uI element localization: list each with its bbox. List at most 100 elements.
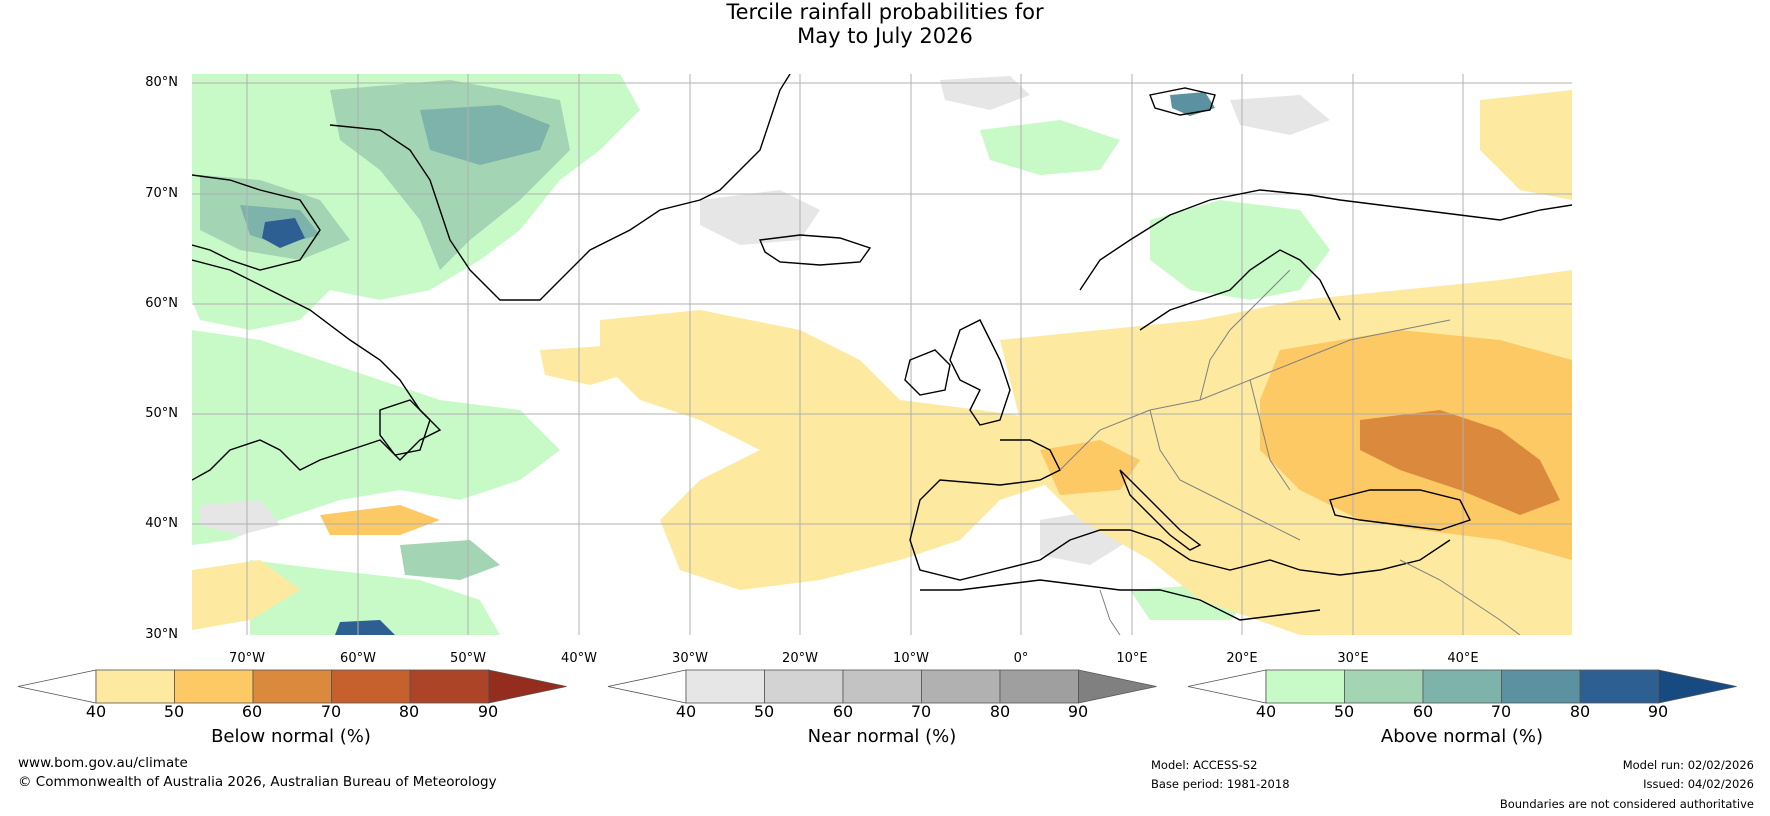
lon-label-40w: 40°W [561, 651, 597, 666]
lon-label-10w: 10°W [893, 651, 929, 666]
near-colorbar-segment-3 [842, 669, 922, 704]
near-tick-40: 40 [675, 702, 697, 721]
footer-issued: Issued: 04/02/2026 [1643, 777, 1754, 791]
near-colorbar-segment-1 [685, 669, 765, 704]
above-colorbar-segment-1 [1265, 669, 1345, 704]
near-colorbar-segment-4 [921, 669, 1001, 704]
lat-label-80n: 80°N [145, 75, 178, 90]
near-normal-region-6 [200, 500, 280, 535]
above-tick-90: 90 [1647, 702, 1669, 721]
lat-label-30n: 30°N [145, 627, 178, 642]
above-normal-level5-south [335, 620, 395, 635]
colorbars [17, 669, 1737, 704]
near-colorbar-max-extend [1078, 669, 1157, 704]
below-colorbar-segment-2 [174, 669, 254, 704]
below-normal-title: Below normal (%) [211, 726, 371, 747]
coastline-mediterranean [1039, 529, 1451, 576]
below-normal-region-atlantic [600, 310, 1100, 590]
above-tick-70: 70 [1490, 702, 1512, 721]
near-tick-50: 50 [753, 702, 775, 721]
lon-label-20w: 20°W [782, 651, 818, 666]
near-tick-60: 60 [832, 702, 854, 721]
border-line-5 [1399, 559, 1521, 635]
title-line-2: May to July 2026 [797, 24, 973, 48]
country-borders [1059, 269, 1521, 635]
coastline-scandinavia [1079, 189, 1572, 291]
above-colorbar-max-extend [1658, 669, 1737, 704]
below-normal-level3-east [1360, 410, 1560, 515]
below-tick-90: 90 [477, 702, 499, 721]
coastline-europe-west [909, 439, 1061, 581]
lon-label-70w: 70°W [229, 651, 265, 666]
below-tick-70: 70 [320, 702, 342, 721]
above-normal-level2-atlantic [400, 540, 500, 580]
coastline-labrador [192, 259, 442, 481]
footer-model-run: Model run: 02/02/2026 [1622, 758, 1754, 772]
lat-label-40n: 40°N [145, 516, 178, 531]
border-line-3 [1199, 269, 1291, 401]
near-tick-90: 90 [1067, 702, 1089, 721]
above-tick-80: 80 [1569, 702, 1591, 721]
near-normal-region-2 [940, 76, 1030, 110]
lat-label-70n: 70°N [145, 186, 178, 201]
below-colorbar-min-extend [17, 669, 97, 704]
above-tick-60: 60 [1412, 702, 1434, 721]
below-colorbar-max-extend [488, 669, 567, 704]
border-line-2 [1149, 409, 1301, 541]
above-tick-50: 50 [1333, 702, 1355, 721]
lon-label-30e: 30°E [1337, 651, 1369, 666]
near-colorbar-segment-2 [764, 669, 844, 704]
footer-disclaimer: Boundaries are not considered authoritat… [1499, 797, 1754, 811]
coastlines [192, 74, 1572, 621]
title-line-1: Tercile rainfall probabilities for [726, 0, 1044, 24]
footer-website: www.bom.gov.au/climate [18, 755, 188, 771]
lon-label-40e: 40°E [1447, 651, 1479, 666]
below-colorbar-segment-5 [409, 669, 489, 704]
footer-base-period: Base period: 1981-2018 [1151, 777, 1290, 791]
lon-label-50w: 50°W [450, 651, 486, 666]
coastline-black-sea [1329, 489, 1471, 531]
coastline-ireland [904, 349, 951, 396]
border-line-6 [1099, 589, 1121, 635]
above-normal-region-atlantic-south [250, 560, 500, 635]
below-colorbar-segment-3 [252, 669, 332, 704]
lon-label-20e: 20°E [1226, 651, 1258, 666]
coastline-greenland [329, 74, 791, 301]
above-normal-level4-svalbard [1170, 92, 1215, 116]
above-normal-level3-greenland [420, 105, 550, 165]
below-tick-80: 80 [398, 702, 420, 721]
coastline-british-isles [949, 319, 1011, 426]
near-normal-title: Near normal (%) [807, 726, 957, 747]
probability-fields [192, 74, 1572, 635]
below-colorbar-segment-4 [331, 669, 411, 704]
coastline-newfoundland [379, 399, 431, 456]
below-tick-60: 60 [241, 702, 263, 721]
below-normal-region-south [192, 560, 300, 630]
below-normal-level2-atl [320, 505, 440, 535]
lat-label-50n: 50°N [145, 406, 178, 421]
coastline-north-africa [920, 579, 1321, 621]
lon-label-60w: 60°W [340, 651, 376, 666]
near-normal-region-3 [1230, 95, 1330, 135]
lat-label-60n: 60°N [145, 296, 178, 311]
below-tick-50: 50 [163, 702, 185, 721]
above-colorbar-segment-2 [1344, 669, 1424, 704]
below-normal-region-mid [540, 345, 640, 385]
lon-label-10e: 10°E [1116, 651, 1148, 666]
above-tick-40: 40 [1255, 702, 1277, 721]
lon-label-0: 0° [1013, 651, 1029, 666]
above-normal-level5-blob [262, 218, 305, 248]
near-tick-80: 80 [989, 702, 1011, 721]
footer-model: Model: ACCESS-S2 [1151, 758, 1258, 772]
below-normal-level2-west [1040, 440, 1140, 495]
coastline-italy [1119, 469, 1202, 551]
border-line-4 [1249, 379, 1291, 491]
coastline-baltic [1139, 249, 1341, 331]
below-colorbar-segment-1 [95, 669, 175, 704]
above-colorbar-segment-5 [1579, 669, 1659, 704]
above-normal-title: Above normal (%) [1380, 726, 1544, 747]
lon-label-30w: 30°W [672, 651, 708, 666]
footer-copyright: © Commonwealth of Australia 2026, Austra… [18, 774, 497, 790]
graticule [192, 74, 1572, 635]
